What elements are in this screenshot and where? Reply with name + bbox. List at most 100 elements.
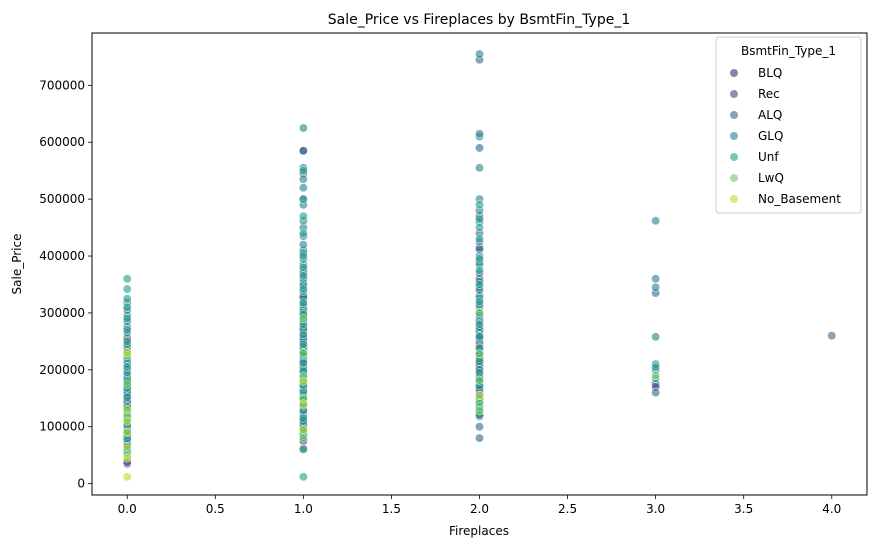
data-point [651, 388, 661, 398]
data-point [475, 349, 484, 359]
x-tick-label: 0.5 [206, 502, 225, 516]
data-point [122, 362, 132, 372]
legend-label: LwQ [758, 171, 784, 185]
data-point [298, 314, 308, 324]
data-point [298, 174, 308, 184]
data-point [122, 302, 132, 312]
legend-title: BsmtFin_Type_1 [741, 44, 836, 58]
points-layer [122, 49, 837, 482]
data-point [298, 262, 308, 272]
data-point [298, 330, 308, 339]
data-point [298, 123, 308, 133]
data-point [475, 49, 484, 59]
data-point [475, 406, 484, 416]
data-point [122, 392, 132, 402]
data-point [298, 194, 308, 204]
data-point [651, 371, 661, 380]
y-tick-label: 300000 [39, 306, 85, 320]
data-point [298, 146, 308, 156]
data-point [122, 284, 132, 294]
data-point [122, 274, 132, 284]
legend-label: No_Basement [758, 192, 841, 206]
data-point [651, 216, 661, 226]
data-point [475, 280, 484, 289]
data-point [475, 143, 484, 153]
data-point [475, 297, 484, 306]
data-point [122, 314, 132, 324]
y-axis: 0 100000 200000 300000 400000 500000 600000 700… [39, 78, 92, 491]
y-axis-label: Sale_Price [10, 234, 24, 295]
legend-label: ALQ [758, 108, 782, 122]
data-point [475, 223, 484, 233]
y-tick-label: 500000 [39, 192, 85, 206]
legend-marker [730, 153, 738, 161]
data-point [475, 129, 484, 139]
legend-marker [730, 174, 738, 182]
legend: BsmtFin_Type_1 BLQ Rec ALQ GLQ Unf LwQ No_Basem… [715, 36, 862, 214]
chart-title: Sale_Price vs Fireplaces by BsmtFin_Type… [328, 12, 631, 28]
legend-marker [730, 195, 738, 203]
legend-label: BLQ [758, 66, 782, 80]
data-point [651, 282, 661, 292]
data-point [298, 228, 308, 238]
data-point [298, 425, 308, 435]
data-point [298, 271, 308, 281]
data-point [298, 166, 308, 176]
y-tick-label: 600000 [39, 135, 85, 149]
data-point [475, 356, 484, 366]
data-point [475, 368, 484, 378]
legend-marker [730, 90, 738, 98]
x-tick-label: 1.0 [294, 502, 313, 516]
data-point [122, 405, 132, 415]
data-point [298, 251, 308, 261]
data-point [298, 413, 308, 423]
data-point [475, 265, 484, 275]
data-point [651, 362, 661, 372]
data-point [651, 274, 661, 284]
data-point [122, 416, 132, 426]
data-point [298, 339, 308, 349]
data-point [298, 284, 308, 294]
y-tick-label: 200000 [39, 363, 85, 377]
data-point [475, 319, 484, 329]
data-point [827, 331, 837, 341]
data-point [298, 183, 308, 193]
data-point [475, 390, 484, 400]
data-point [475, 433, 484, 443]
legend-marker [730, 69, 738, 77]
data-point [122, 294, 132, 304]
data-point [475, 234, 484, 244]
x-tick-label: 4.0 [822, 502, 841, 516]
legend-box [715, 36, 862, 214]
data-point [298, 348, 308, 358]
data-point [298, 399, 308, 409]
data-point [122, 442, 132, 452]
data-point [298, 298, 308, 308]
y-tick-label: 700000 [39, 78, 85, 92]
x-tick-label: 3.0 [646, 502, 665, 516]
x-axis-label: Fireplaces [449, 524, 509, 538]
y-tick-label: 100000 [39, 420, 85, 434]
data-point [475, 398, 484, 408]
y-tick-label: 400000 [39, 249, 85, 263]
x-tick-label: 1.5 [382, 502, 401, 516]
x-tick-label: 2.5 [558, 502, 577, 516]
data-point [475, 163, 484, 173]
data-point [122, 348, 132, 358]
data-point [475, 375, 484, 385]
data-point [475, 308, 484, 318]
data-point [122, 427, 132, 437]
x-tick-label: 3.5 [734, 502, 753, 516]
y-tick-label: 0 [77, 477, 85, 491]
data-point [298, 358, 308, 368]
data-point [298, 445, 308, 454]
data-point [122, 336, 132, 346]
data-point [298, 433, 308, 443]
data-point [475, 332, 484, 342]
legend-label: Rec [758, 87, 780, 101]
data-point [475, 422, 484, 432]
legend-label: Unf [758, 150, 779, 164]
x-tick-label: 0.0 [118, 502, 137, 516]
data-point [298, 211, 308, 221]
